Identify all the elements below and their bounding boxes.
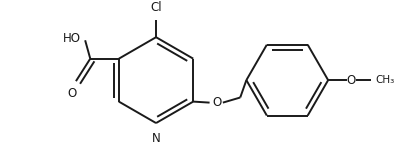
Text: O: O: [346, 74, 356, 87]
Text: Cl: Cl: [150, 1, 162, 14]
Text: CH₃: CH₃: [376, 75, 395, 85]
Text: O: O: [67, 87, 76, 100]
Text: O: O: [213, 96, 222, 109]
Text: N: N: [152, 132, 160, 145]
Text: HO: HO: [63, 32, 81, 45]
